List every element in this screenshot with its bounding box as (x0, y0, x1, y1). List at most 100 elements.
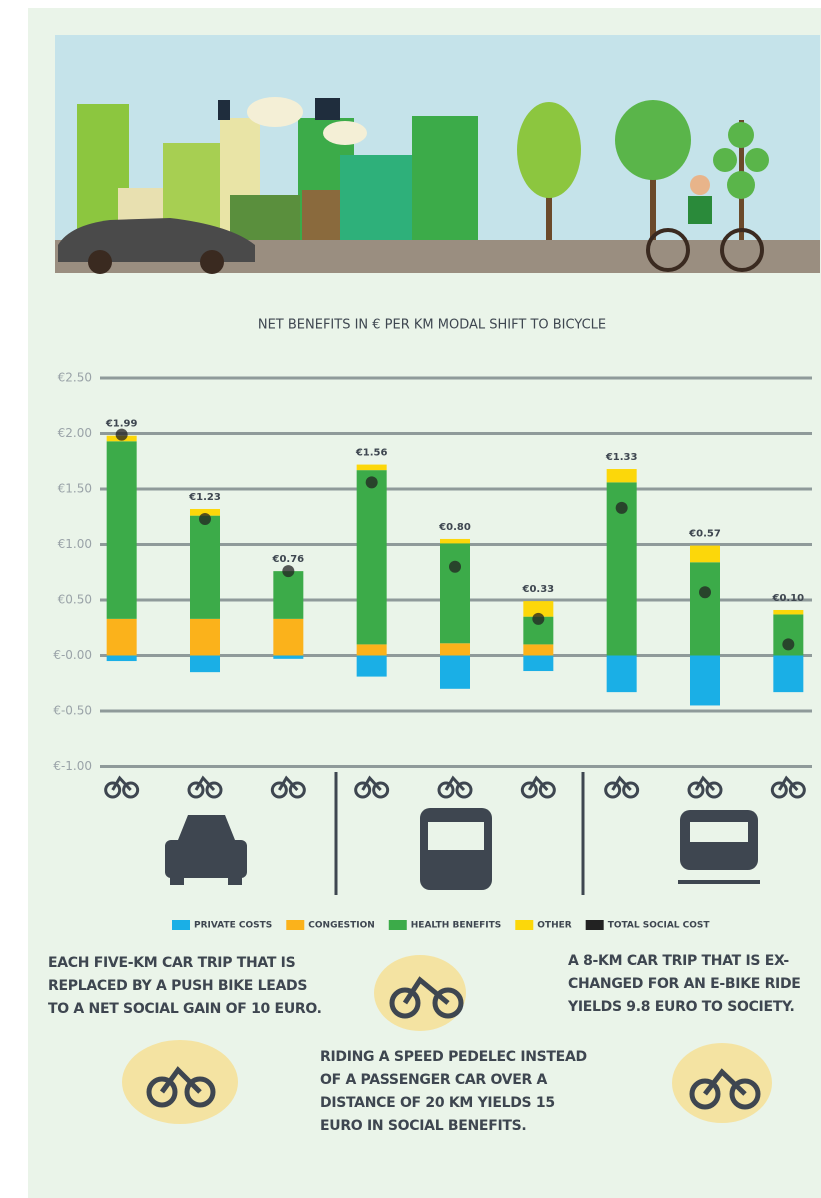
bar-segment (606, 469, 637, 483)
value-label: €1.56 (355, 448, 388, 459)
total-dot (365, 476, 378, 489)
y-tick-label: €-0.50 (53, 704, 92, 718)
bar-segment (523, 601, 554, 617)
bar-segment (106, 441, 137, 619)
value-label: €0.10 (772, 593, 805, 604)
bar-segment (440, 543, 470, 644)
legend-swatch (388, 920, 407, 930)
bar-segment (190, 515, 220, 619)
bar-segment (273, 571, 304, 619)
total-dot (115, 428, 128, 441)
y-tick-label: €-1.00 (53, 759, 92, 773)
note: RIDING A SPEED PEDELEC INSTEAD OF A PASS… (320, 1049, 587, 1134)
total-dot (782, 638, 795, 651)
value-label: €0.80 (438, 522, 471, 533)
note: A 8-KM CAR TRIP THAT IS EX-CHANGED FOR A… (568, 953, 801, 1015)
y-tick-label: €2.50 (58, 371, 92, 385)
bike-icon (611, 775, 632, 792)
y-tick-label: €2.00 (58, 426, 92, 440)
legend-label: OTHER (537, 921, 571, 931)
bar-segment (440, 643, 470, 656)
bar-segment (190, 508, 220, 516)
bike-icon (705, 781, 723, 799)
bike-icon (770, 781, 788, 799)
bike-icon (361, 775, 382, 792)
legend-label: PRIVATE COSTS (194, 921, 272, 931)
group-separators (334, 772, 585, 895)
legend-swatch (172, 920, 190, 930)
bar-segment (523, 644, 554, 656)
bar-segment (190, 618, 220, 656)
legend-label: HEALTH BENEFITS (411, 921, 502, 931)
bar-segment (690, 655, 720, 706)
bar-segment (273, 655, 304, 659)
bike-icon (455, 781, 473, 799)
y-tick-label: €0.50 (58, 593, 92, 607)
total-dot (699, 586, 711, 599)
bar-segment (690, 545, 720, 563)
value-label: €0.57 (688, 529, 721, 540)
bar-segment (273, 618, 304, 656)
y-tick-label: €1.00 (58, 537, 92, 551)
bike-icon (122, 781, 140, 799)
bike-icon (604, 781, 622, 799)
bike-icon (187, 781, 205, 799)
bar-segment (440, 538, 470, 544)
bike-icon (205, 781, 223, 799)
bike-icon (278, 775, 299, 792)
bar-segment (106, 618, 137, 656)
note: EACH FIVE-KM CAR TRIP THAT IS REPLACED B… (48, 955, 322, 1017)
header-illustration (55, 35, 820, 274)
bike-icon (194, 775, 216, 792)
chart-title: NET BENEFITS IN € PER KM MODAL SHIFT TO … (258, 318, 606, 333)
bar-segment (690, 562, 720, 656)
bike-icon (538, 781, 556, 799)
bar-segment (606, 655, 637, 693)
bike-icon (694, 775, 716, 792)
total-dot (282, 565, 295, 578)
bar-segment (356, 655, 387, 677)
value-label: €1.33 (605, 452, 638, 463)
vehicle-icons (165, 808, 760, 890)
bar-segment (356, 464, 387, 471)
legend-swatch (585, 920, 604, 930)
bike-icon (111, 775, 132, 792)
bar-segment (440, 655, 470, 689)
bike-icon (437, 781, 455, 799)
bar-segment (106, 655, 137, 662)
total-dot (199, 512, 211, 525)
value-label: €1.99 (105, 419, 138, 430)
legend-label: CONGESTION (308, 921, 374, 931)
y-tick-label: €1.50 (58, 482, 92, 496)
bike-icon (788, 781, 806, 799)
bar-segment (356, 644, 387, 656)
legend-swatch (515, 920, 534, 930)
total-dot (532, 612, 545, 625)
legend-label: TOTAL SOCIAL COST (608, 921, 711, 931)
bar-segment (773, 609, 804, 615)
bike-icon (778, 775, 799, 792)
bike-icon (288, 781, 306, 799)
y-tick-label: €-0.00 (53, 648, 92, 662)
bike-icon (354, 781, 372, 799)
bar-segment (356, 470, 387, 645)
bar-segment (190, 655, 220, 673)
bike-icon (270, 781, 288, 799)
bike-icon (528, 775, 549, 792)
bike-icon (520, 781, 538, 799)
legend-swatch (286, 920, 305, 930)
bike-icon (622, 781, 640, 799)
bike-icon (104, 781, 122, 799)
total-dot (449, 560, 461, 573)
total-dot (615, 501, 628, 514)
value-label: €0.33 (522, 584, 555, 595)
value-label: €1.23 (188, 492, 221, 503)
bike-icon (687, 781, 705, 799)
value-label: €0.76 (272, 554, 305, 565)
bike-icon (444, 775, 466, 792)
note-bike-icons (146, 976, 761, 1110)
bar-segment (523, 655, 554, 672)
bike-icon (372, 781, 390, 799)
